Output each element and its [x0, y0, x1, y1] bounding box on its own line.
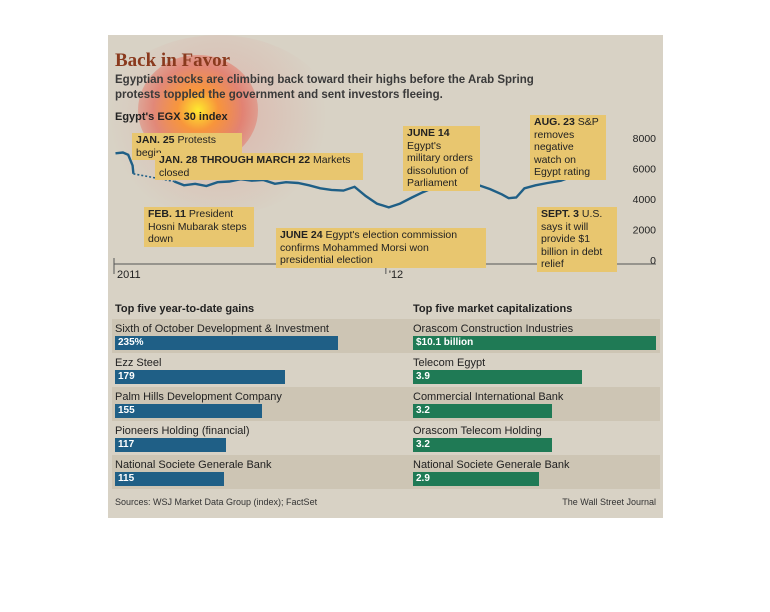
- annotation-date: SEPT. 3: [541, 208, 579, 220]
- gain-name: Pioneers Holding (financial): [115, 425, 250, 437]
- sources-note: Sources: WSJ Market Data Group (index); …: [115, 497, 318, 507]
- y-tick-label: 0: [650, 255, 656, 267]
- annotation-date: JUNE 24: [280, 229, 323, 241]
- annotation-date: JAN. 28 THROUGH MARCH 22: [159, 154, 311, 166]
- gain-name: National Societe Generale Bank: [115, 459, 272, 471]
- gain-name: Sixth of October Development & Investmen…: [115, 323, 329, 335]
- y-tick-label: 2000: [633, 225, 657, 237]
- publisher-credit: The Wall Street Journal: [562, 497, 656, 507]
- chart-subtitle: Egyptian stocks are climbing back toward…: [115, 74, 534, 101]
- cap-name: National Societe Generale Bank: [413, 459, 570, 471]
- annotation-june14: JUNE 14 Egypt's military orders dissolut…: [403, 126, 480, 191]
- index-label: Egypt's EGX 30 index: [115, 111, 228, 123]
- cap-bar: [413, 472, 539, 486]
- bar-row: Sixth of October Development & Investmen…: [112, 319, 660, 353]
- annotation-sept3: SEPT. 3 U.S. says it will provide $1 bil…: [537, 207, 617, 272]
- y-tick-label: 4000: [633, 194, 657, 206]
- cap-name: Orascom Telecom Holding: [413, 425, 542, 437]
- annotation-aug23: AUG. 23 S&P removes negative watch on Eg…: [530, 115, 606, 180]
- annotation-text: U.S. says it will provide $1 billion in …: [541, 208, 603, 270]
- bar-row: Palm Hills Development Company 155 Comme…: [112, 387, 660, 421]
- x-tick-label: 2011: [117, 269, 141, 281]
- cap-value: 3.2: [416, 439, 430, 450]
- bar-row: Pioneers Holding (financial) 117 Orascom…: [112, 421, 660, 455]
- annotation-markets-closed: JAN. 28 THROUGH MARCH 22 Markets closed: [155, 153, 363, 180]
- annotation-feb11: FEB. 11 President Hosni Mubarak steps do…: [144, 207, 254, 247]
- cap-name: Telecom Egypt: [413, 357, 486, 369]
- gain-value: 117: [118, 439, 135, 450]
- y-tick-label: 8000: [633, 133, 657, 145]
- annotation-date: JUNE 14: [407, 127, 450, 139]
- chart-title: Back in Favor: [115, 50, 231, 71]
- gain-value: 179: [118, 371, 135, 382]
- annotation-date: AUG. 23: [534, 116, 575, 128]
- cap-bar: [413, 336, 656, 350]
- cap-value: 3.2: [416, 405, 430, 416]
- x-tick-label: '12: [389, 269, 403, 281]
- cap-value: 2.9: [416, 473, 430, 484]
- annotation-text: Egypt's election commission confirms Moh…: [280, 229, 458, 266]
- gain-bar: [115, 438, 226, 452]
- bar-row: Ezz Steel 179 Telecom Egypt 3.9: [112, 353, 660, 387]
- index-line-post: [173, 174, 575, 209]
- bar-row: National Societe Generale Bank 115 Natio…: [112, 455, 660, 489]
- caps-title: Top five market capitalizations: [413, 303, 573, 315]
- cap-bar: [413, 438, 552, 452]
- annotation-text: Egypt's military orders dissolution of P…: [407, 139, 473, 190]
- annotation-text: S&P removes negative watch on Egypt rati…: [534, 116, 599, 178]
- cap-bar: [413, 370, 582, 384]
- cap-value: $10.1 billion: [416, 337, 474, 348]
- gain-bar: [115, 336, 338, 350]
- index-line-closed: [133, 173, 175, 183]
- gain-name: Palm Hills Development Company: [115, 391, 282, 403]
- annotation-date: FEB. 11: [148, 208, 186, 220]
- cap-name: Commercial International Bank: [413, 391, 564, 403]
- gain-value: 155: [118, 405, 135, 416]
- annotation-text: Markets closed: [159, 154, 351, 179]
- annotation-text: President Hosni Mubarak steps down: [148, 208, 247, 245]
- chart-panel: Back in Favor Egyptian stocks are climbi…: [108, 35, 663, 518]
- cap-value: 3.9: [416, 371, 430, 382]
- annotation-june24: JUNE 24 Egypt's election commission conf…: [276, 228, 486, 268]
- gain-value: 115: [118, 473, 135, 484]
- gain-value: 235%: [118, 337, 144, 348]
- gain-bar: [115, 472, 224, 486]
- gain-bar: [115, 404, 262, 418]
- cap-bar: [413, 404, 552, 418]
- index-line-pre: [115, 151, 135, 174]
- cap-name: Orascom Construction Industries: [413, 323, 574, 335]
- gain-name: Ezz Steel: [115, 357, 162, 369]
- annotation-date: JAN. 25: [136, 134, 175, 146]
- y-tick-label: 6000: [633, 164, 657, 176]
- gains-title: Top five year-to-date gains: [115, 303, 255, 315]
- gain-bar: [115, 370, 285, 384]
